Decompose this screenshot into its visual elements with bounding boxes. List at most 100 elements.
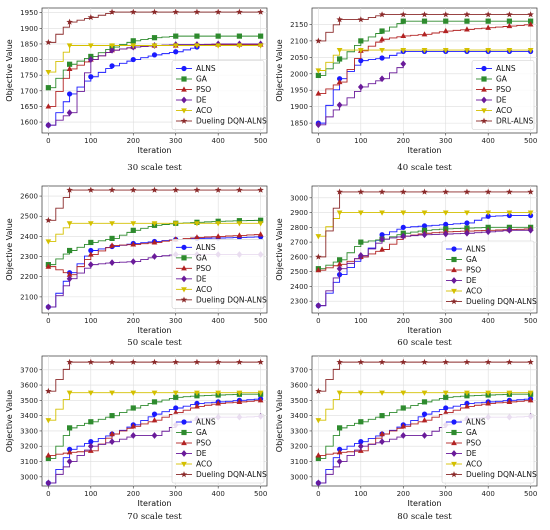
series-aco xyxy=(45,43,264,76)
data-point xyxy=(87,251,94,257)
chart-panel-3: 0 100 200 300 400 500 2100 2200 2300 2400 2500 2600… xyxy=(5,185,268,348)
data-point xyxy=(421,188,428,195)
data-point xyxy=(45,479,52,487)
panel-caption: 60 scale test xyxy=(397,338,452,348)
data-point xyxy=(506,18,513,24)
data-point xyxy=(336,265,343,273)
x-tick-label: 400 xyxy=(481,317,494,325)
legend-label: ACO xyxy=(196,285,212,294)
y-tick-label: 3200 xyxy=(20,443,38,451)
series-line xyxy=(318,392,531,421)
y-axis-label: Objective Value xyxy=(5,39,14,102)
data-point xyxy=(194,43,200,49)
data-point xyxy=(379,413,385,419)
data-point xyxy=(66,43,73,49)
data-point xyxy=(379,390,385,396)
data-point xyxy=(45,216,52,223)
data-point xyxy=(484,188,492,195)
data-point xyxy=(215,43,222,49)
data-point xyxy=(464,220,470,226)
data-point xyxy=(336,458,343,465)
data-point xyxy=(193,358,201,365)
data-point xyxy=(45,303,52,311)
data-point xyxy=(357,210,364,216)
data-point xyxy=(357,252,364,259)
data-point xyxy=(45,387,52,394)
data-point xyxy=(109,46,115,54)
panel-caption: 50 scale test xyxy=(127,338,182,348)
data-point xyxy=(109,438,115,446)
data-point xyxy=(87,13,95,21)
x-tick-label: 400 xyxy=(211,490,224,498)
legend-marker xyxy=(451,246,457,252)
data-point xyxy=(236,398,243,404)
data-point xyxy=(527,188,534,195)
x-tick-label: 300 xyxy=(439,317,452,325)
data-point xyxy=(485,390,492,396)
legend-label: DE xyxy=(466,276,477,285)
data-point xyxy=(130,258,137,265)
data-point xyxy=(87,261,94,268)
data-point xyxy=(358,38,364,44)
data-point xyxy=(336,257,343,263)
legend-label: Dueling DQN-ALNS xyxy=(196,470,267,479)
data-point xyxy=(87,56,94,63)
data-point xyxy=(442,48,449,54)
data-point xyxy=(443,394,449,400)
legend-marker xyxy=(181,419,187,425)
data-point xyxy=(130,221,137,227)
data-point xyxy=(378,11,386,18)
x-axis-label: Iteration xyxy=(408,146,442,155)
data-point xyxy=(485,18,491,24)
data-point xyxy=(421,48,428,54)
data-point xyxy=(87,442,94,450)
x-tick-label: 500 xyxy=(254,317,267,325)
x-tick-label: 400 xyxy=(481,490,494,498)
legend-label: ACO xyxy=(466,460,482,469)
data-point xyxy=(336,16,343,23)
data-point xyxy=(257,358,264,365)
data-point xyxy=(485,213,491,219)
data-point xyxy=(45,85,51,91)
data-point xyxy=(506,358,513,365)
y-tick-label: 2050 xyxy=(290,54,308,62)
data-point xyxy=(214,186,222,193)
legend-marker xyxy=(181,265,187,271)
x-tick-label: 200 xyxy=(127,490,140,498)
y-tick-label: 3100 xyxy=(20,458,38,466)
data-point xyxy=(421,210,428,216)
data-point xyxy=(485,48,492,54)
data-point xyxy=(463,188,471,195)
legend-marker xyxy=(481,65,487,72)
legend-label: ALNS xyxy=(466,418,486,427)
legend-marker xyxy=(450,471,458,478)
y-tick-label: 1950 xyxy=(20,9,38,17)
data-point xyxy=(45,121,52,129)
data-point xyxy=(66,458,73,465)
series-de xyxy=(315,60,407,129)
data-point xyxy=(172,358,179,365)
data-point xyxy=(336,358,343,365)
data-point xyxy=(130,38,136,44)
data-point xyxy=(66,91,73,97)
data-point xyxy=(485,400,492,406)
legend-label: PSO xyxy=(196,85,211,94)
y-tick-label: 3200 xyxy=(290,443,308,451)
data-point xyxy=(464,26,470,32)
legend-box xyxy=(471,60,535,130)
data-point xyxy=(257,221,264,227)
data-point xyxy=(194,390,200,396)
data-point xyxy=(336,390,343,396)
chart-panel-6: 0 100 200 300 400 500 3000 3100 3200 3300 3400 3500… xyxy=(275,355,538,522)
x-tick-label: 500 xyxy=(524,137,537,145)
data-point xyxy=(400,390,407,396)
data-point xyxy=(130,423,137,429)
series-line xyxy=(318,20,531,76)
x-axis-label: Iteration xyxy=(138,499,172,508)
data-point xyxy=(379,28,385,34)
data-point xyxy=(442,27,449,34)
legend-marker xyxy=(480,117,488,124)
y-tick-label: 3400 xyxy=(20,412,38,420)
